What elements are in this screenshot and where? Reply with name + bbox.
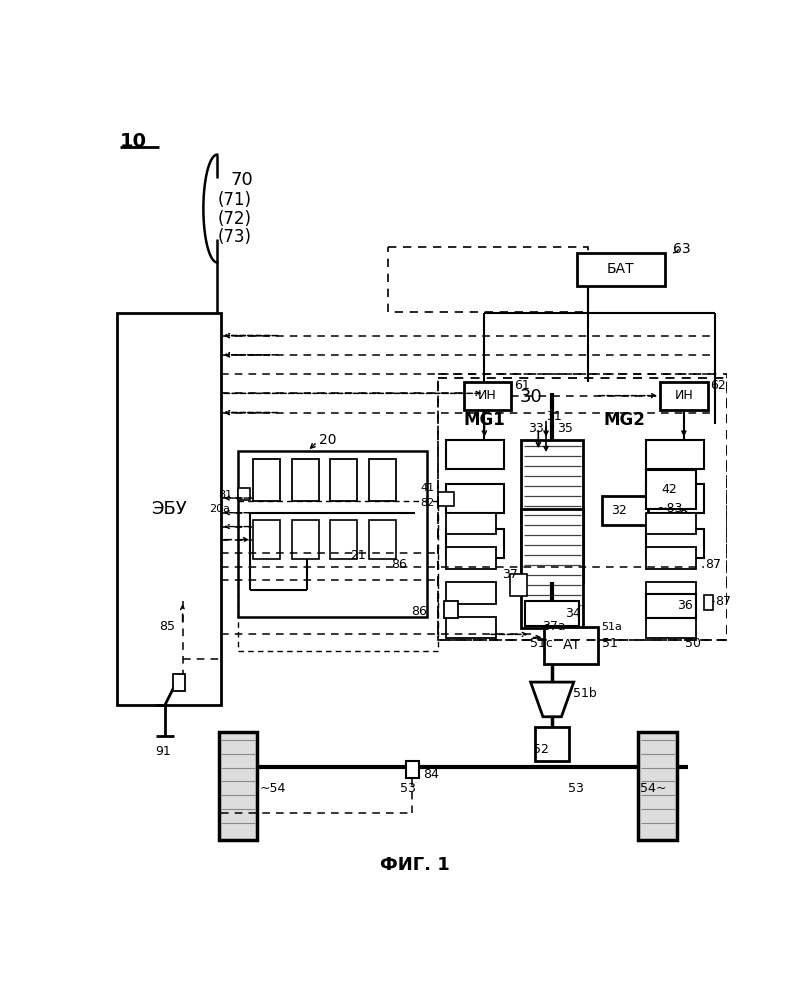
Bar	[638, 732, 677, 840]
Text: 86: 86	[391, 558, 407, 571]
Text: БАТ: БАТ	[607, 262, 634, 276]
Bar	[330, 459, 357, 501]
Bar	[446, 529, 504, 558]
Text: 62: 62	[710, 379, 726, 392]
Bar	[646, 440, 704, 469]
Text: 81: 81	[219, 490, 232, 500]
Bar	[438, 374, 727, 640]
Text: MG1: MG1	[463, 411, 505, 429]
Bar	[463, 382, 511, 410]
Text: 51: 51	[603, 637, 618, 650]
Bar	[446, 513, 496, 534]
Bar	[438, 378, 727, 640]
Bar	[603, 496, 649, 525]
Text: 50: 50	[684, 637, 701, 650]
Text: 36: 36	[677, 599, 693, 612]
Bar	[238, 501, 438, 651]
Text: ФИГ. 1: ФИГ. 1	[380, 856, 450, 874]
Bar	[646, 617, 696, 638]
Bar	[330, 520, 357, 559]
Bar	[522, 440, 583, 582]
Text: 54~: 54~	[640, 782, 667, 795]
Text: (72): (72)	[217, 210, 251, 228]
Text: ЭБУ: ЭБУ	[151, 500, 187, 518]
Text: 33: 33	[528, 422, 544, 434]
Bar	[577, 253, 665, 286]
Bar	[446, 582, 496, 604]
Text: 30: 30	[519, 388, 542, 406]
Bar	[369, 459, 396, 501]
Text: 85: 85	[159, 620, 175, 633]
Text: 86: 86	[411, 605, 427, 618]
Bar	[173, 674, 185, 691]
Bar	[292, 459, 319, 501]
Text: 53: 53	[399, 782, 416, 795]
Bar	[646, 529, 704, 558]
Bar	[646, 484, 704, 513]
Bar	[522, 509, 583, 628]
Text: 51a: 51a	[601, 622, 621, 632]
Text: 34: 34	[565, 607, 581, 620]
Bar	[446, 617, 496, 638]
Bar	[446, 440, 504, 469]
Bar	[117, 312, 221, 705]
Text: АТ: АТ	[562, 638, 581, 652]
Text: MG2: MG2	[603, 411, 646, 429]
Text: 51c: 51c	[530, 637, 552, 650]
Bar	[509, 574, 526, 596]
Text: ~83: ~83	[656, 502, 683, 515]
Text: (71): (71)	[217, 191, 251, 209]
Text: 87: 87	[706, 558, 722, 571]
Bar	[219, 732, 258, 840]
Text: 82: 82	[420, 498, 434, 508]
Bar	[254, 459, 280, 501]
Bar	[446, 484, 504, 513]
Text: 61: 61	[514, 379, 530, 392]
Text: 37a: 37a	[542, 620, 566, 633]
Text: 37: 37	[502, 568, 518, 581]
Text: 52: 52	[533, 743, 549, 756]
Bar	[388, 247, 588, 312]
Text: ИН: ИН	[675, 389, 693, 402]
Text: 91: 91	[156, 745, 172, 758]
Text: 87: 87	[715, 595, 731, 608]
Text: 70: 70	[230, 171, 253, 189]
Text: 32: 32	[612, 504, 627, 517]
Text: 31: 31	[546, 410, 562, 423]
Bar	[238, 488, 250, 500]
Text: 53: 53	[568, 782, 583, 795]
Text: ~54: ~54	[259, 782, 286, 795]
Bar	[254, 520, 280, 559]
Bar	[369, 520, 396, 559]
Bar	[445, 601, 458, 618]
Text: 63: 63	[673, 242, 691, 256]
Bar	[646, 547, 696, 569]
Bar	[646, 470, 696, 509]
Bar	[535, 727, 569, 761]
Text: 42: 42	[662, 483, 677, 496]
Bar	[446, 547, 496, 569]
Text: 51b: 51b	[573, 687, 597, 700]
Bar	[525, 601, 579, 626]
Bar	[292, 520, 319, 559]
Text: 35: 35	[557, 422, 573, 434]
Bar	[704, 595, 713, 610]
Text: (73): (73)	[217, 228, 251, 246]
Text: 84: 84	[423, 768, 439, 781]
Bar	[238, 451, 427, 617]
Bar	[438, 492, 454, 506]
Text: 10: 10	[120, 132, 147, 151]
Text: ИН: ИН	[478, 389, 497, 402]
Text: 21: 21	[350, 549, 365, 562]
Text: 20a: 20a	[209, 504, 230, 514]
Text: 20: 20	[319, 433, 336, 447]
Bar	[646, 594, 696, 618]
Text: 41: 41	[420, 483, 434, 493]
Bar	[646, 582, 696, 604]
Bar	[544, 627, 599, 664]
Bar	[646, 513, 696, 534]
Polygon shape	[531, 682, 573, 717]
Bar	[660, 382, 708, 410]
Bar	[406, 761, 419, 778]
